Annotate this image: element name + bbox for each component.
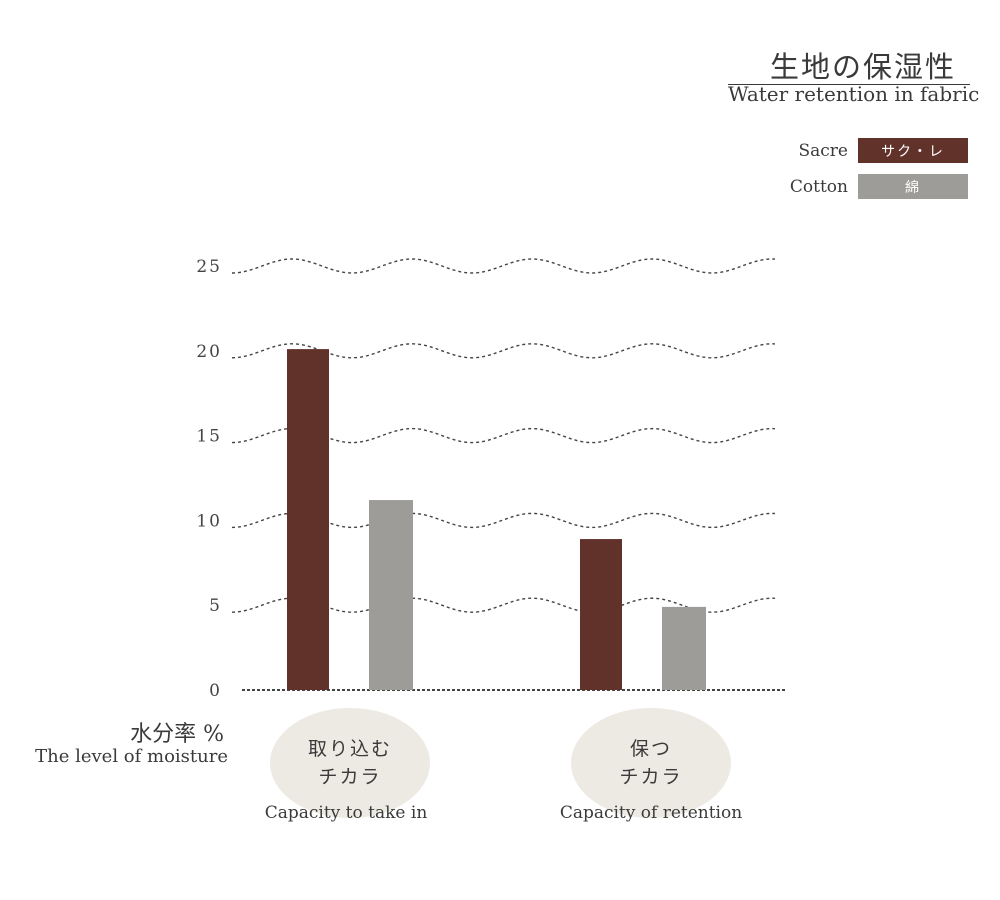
y-tick-label-10: 10 [196,511,222,531]
y-tick-label-5: 5 [209,596,222,616]
category-bubble-retention: 保つ チカラ [571,708,731,818]
category-label-en-take-in: Capacity to take in [264,803,428,823]
category-bubble-take-in: 取り込む チカラ [270,708,430,818]
legend-item-cotton: Cotton 綿 [790,174,968,199]
category-label-jp-line2: チカラ [318,766,382,788]
bar-cotton-retention [662,606,706,690]
category-label-jp-line2: チカラ [619,766,683,788]
legend-swatch-cotton: 綿 [858,174,968,199]
bar-sacre-take-in [287,349,329,690]
category-label-jp-line1: 取り込む [307,738,392,760]
y-tick-label-15: 15 [196,427,222,447]
y-tick-label-25: 25 [196,257,222,277]
chart-title-en: Water retention in fabric [728,82,980,106]
legend-swatch-sacre: サク・レ [858,138,968,163]
category-label-en-retention: Capacity of retention [559,803,743,823]
legend-name-cotton: Cotton [789,176,848,197]
y-axis-label-jp: 水分率 % [130,722,224,747]
y-tick-label-0: 0 [209,681,222,701]
category-label-jp-line1: 保つ [629,738,672,760]
y-tick-labels: 0 5 10 15 20 25 [196,257,222,701]
legend-name-sacre: Sacre [798,140,849,161]
gridline-25 [231,258,776,274]
y-tick-label-20: 20 [196,342,222,362]
bar-sacre-retention [580,539,622,690]
bar-cotton-take-in [369,500,413,690]
chart-title-jp: 生地の保湿性 [769,50,956,84]
gridlines [231,258,786,691]
bars [287,349,706,690]
title-underline [728,84,970,85]
y-axis-label-en: The level of moisture [35,746,228,767]
legend-item-sacre: Sacre サク・レ [798,138,968,163]
